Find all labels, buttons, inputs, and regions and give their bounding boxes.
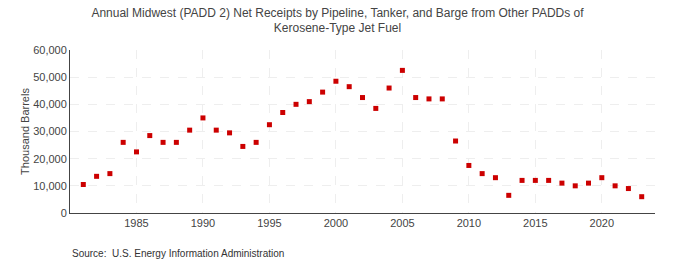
svg-text:Source: U.S. Energy Informati: Source: U.S. Energy Information Administ… <box>72 248 284 259</box>
svg-text:60,000: 60,000 <box>33 44 67 56</box>
svg-text:Thousand Barrels: Thousand Barrels <box>19 88 31 175</box>
svg-text:2015: 2015 <box>523 217 547 229</box>
svg-text:40,000: 40,000 <box>33 98 67 110</box>
svg-text:2010: 2010 <box>457 217 481 229</box>
svg-text:1995: 1995 <box>257 217 281 229</box>
svg-text:1985: 1985 <box>124 217 148 229</box>
svg-text:30,000: 30,000 <box>33 125 67 137</box>
svg-text:0: 0 <box>61 207 67 219</box>
svg-text:2000: 2000 <box>324 217 348 229</box>
svg-text:Annual Midwest (PADD 2) Net Re: Annual Midwest (PADD 2) Net Receipts by … <box>91 6 584 36</box>
svg-text:1990: 1990 <box>191 217 215 229</box>
svg-text:2020: 2020 <box>590 217 614 229</box>
svg-text:50,000: 50,000 <box>33 71 67 83</box>
svg-text:10,000: 10,000 <box>33 180 67 192</box>
svg-text:20,000: 20,000 <box>33 153 67 165</box>
svg-text:2005: 2005 <box>390 217 414 229</box>
